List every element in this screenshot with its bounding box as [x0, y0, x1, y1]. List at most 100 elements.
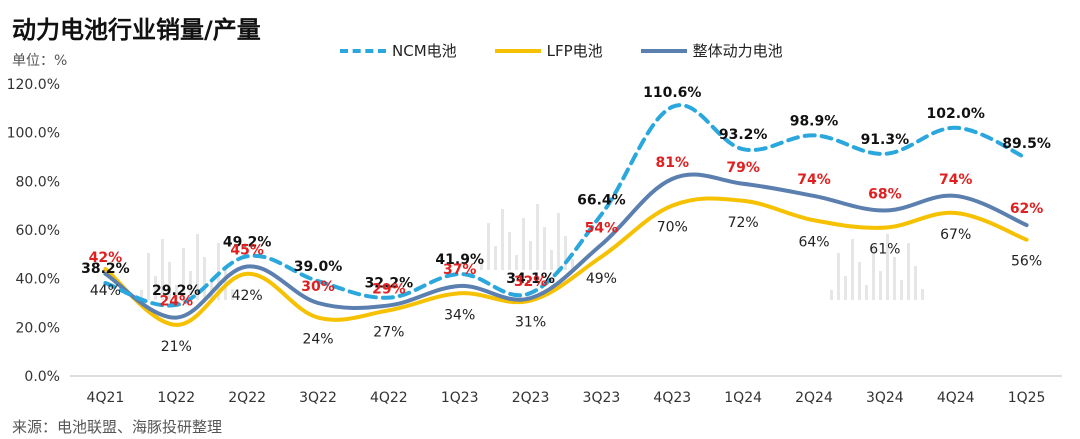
watermark-bar [872, 248, 875, 300]
x-tick-label: 4Q21 [87, 390, 125, 406]
legend-item-ncm: NCM电池 [340, 40, 457, 61]
watermark-bar [837, 253, 840, 300]
data-label-ncm: 49.2% [223, 234, 272, 250]
data-label-ncm: 29.2% [152, 283, 201, 299]
x-tick-label: 2Q24 [795, 390, 833, 406]
data-label-ncm: 41.9% [435, 252, 484, 268]
x-tick-label: 1Q25 [1008, 390, 1046, 406]
watermark-bar [879, 271, 882, 300]
legend: NCM电池 LFP电池 整体动力电池 [340, 40, 783, 61]
watermark-bar [168, 262, 171, 300]
watermark-bar [865, 285, 868, 300]
data-label-lfp: 24% [302, 332, 333, 348]
data-label-lfp: 72% [728, 215, 759, 231]
watermark-bar [161, 239, 164, 300]
watermark-bar [914, 266, 917, 300]
data-label-total: 68% [868, 187, 902, 203]
data-label-total: 29% [372, 281, 406, 297]
source-note: 来源：电池联盟、海豚投研整理 [12, 418, 223, 436]
legend-label-total: 整体动力电池 [692, 42, 783, 60]
watermark-bar [487, 223, 490, 270]
data-label-total: 62% [1010, 201, 1044, 217]
watermark-bar [571, 259, 574, 270]
legend-swatch-total [640, 48, 687, 53]
watermark-bar [893, 257, 896, 300]
watermark-bar [858, 262, 861, 300]
watermark-bar [844, 276, 847, 300]
watermark-bar [494, 246, 497, 270]
legend-item-lfp: LFP电池 [494, 40, 603, 61]
watermark-bar [564, 236, 567, 270]
x-tick-label: 3Q24 [866, 390, 904, 406]
data-label-lfp: 56% [1011, 254, 1042, 270]
watermark-bar [175, 285, 178, 300]
x-tick-label: 4Q22 [370, 390, 408, 406]
watermark-bar [907, 243, 910, 300]
data-label-lfp: 34% [444, 307, 475, 323]
watermark-bar [154, 276, 157, 300]
watermark-bar [203, 257, 206, 300]
y-tick-label: 0.0% [24, 369, 60, 385]
watermark-layer [140, 204, 924, 300]
data-label-lfp: 49% [586, 271, 617, 287]
data-label-lfp: 42% [232, 288, 263, 304]
legend-swatch-ncm [340, 48, 386, 53]
legend-item-total: 整体动力电池 [640, 40, 783, 61]
data-label-total: 74% [797, 172, 831, 188]
data-label-lfp: 21% [161, 339, 192, 355]
chart-title: 动力电池行业销量/产量 [12, 16, 261, 44]
legend-label-lfp: LFP电池 [546, 42, 603, 60]
series-line-lfp [103, 196, 1029, 327]
data-label-ncm: 39.0% [294, 259, 343, 275]
data-label-lfp: 64% [798, 234, 829, 250]
watermark-bar [182, 248, 185, 300]
data-label-ncm: 89.5% [1002, 136, 1051, 152]
watermark-bar [515, 255, 518, 270]
data-label-ncm: 93.2% [719, 127, 768, 143]
data-label-lfp: 61% [869, 242, 900, 258]
data-label-total: 54% [585, 221, 619, 237]
x-tick-label: 3Q22 [299, 390, 337, 406]
data-label-ncm: 32.2% [365, 276, 414, 292]
x-tick-label: 1Q23 [441, 390, 479, 406]
watermark-bar [900, 280, 903, 300]
watermark-bar [501, 209, 504, 270]
watermark-bar [522, 218, 525, 270]
watermark-bar [189, 271, 192, 300]
data-labels: 38.2% 29.2% 49.2% 39.0% 32.2% 41.9% 34.1% 66.4%… [81, 85, 1051, 355]
x-tick-label: 2Q22 [228, 390, 266, 406]
data-label-lfp: 27% [373, 324, 404, 340]
watermark-bar [508, 232, 511, 270]
watermark-bar [529, 241, 532, 270]
watermark-bar [140, 290, 143, 300]
x-tick-label: 3Q23 [583, 390, 621, 406]
y-tick-label: 40.0% [16, 272, 60, 288]
legend-label-ncm: NCM电池 [392, 42, 457, 60]
y-tick-label: 20.0% [16, 320, 60, 336]
y-tick-label: 100.0% [7, 126, 60, 142]
watermark-bar [196, 234, 199, 300]
series-line-total [103, 172, 1029, 320]
data-label-total: 45% [230, 243, 264, 259]
y-tick-label: 120.0% [7, 77, 60, 93]
watermark-bar [480, 260, 483, 270]
watermark-bar [536, 204, 539, 270]
data-label-total: 32% [514, 274, 548, 290]
watermark-bar [557, 213, 560, 270]
data-label-total: 74% [939, 172, 973, 188]
y-tick-label: 80.0% [16, 174, 60, 190]
watermark-bar [231, 289, 234, 300]
x-tick-label: 1Q24 [724, 390, 762, 406]
data-label-ncm: 34.1% [506, 271, 555, 287]
data-label-ncm: 102.0% [927, 106, 985, 122]
data-label-total: 42% [89, 250, 123, 266]
legend-swatch-lfp [494, 48, 541, 53]
watermark-bar [830, 290, 833, 300]
watermark-bar [550, 250, 553, 270]
watermark-bar [921, 289, 924, 300]
unit-label: 单位：% [12, 53, 68, 69]
data-label-ncm: 91.3% [861, 132, 910, 148]
data-label-lfp: 31% [515, 315, 546, 331]
data-label-total: 24% [160, 294, 194, 310]
